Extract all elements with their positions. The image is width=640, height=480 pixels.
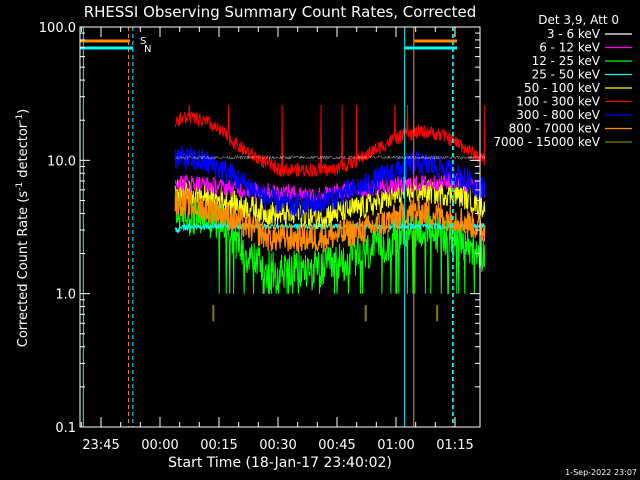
x-tick-label-5: 01:00 <box>377 438 414 453</box>
y-axis-label-mid: detector <box>16 122 31 182</box>
legend-title: Det 3,9, Att 0 <box>538 13 619 27</box>
axes: 0.1 1.0 10.0 100.0 23:45 00:00 00:15 00:30 00:45… <box>39 21 480 453</box>
y-axis-label-end: ) <box>16 109 31 114</box>
legend-label-3: 25 - 50 keV <box>532 68 601 82</box>
chart-title: RHESSI Observing Summary Count Rates, Co… <box>84 3 477 21</box>
y-axis-label-main: Corrected Count Rate (s <box>16 191 31 348</box>
series-7000-15000-kev <box>212 305 439 322</box>
flag-s-label: S <box>140 36 146 47</box>
series-300-800-kev-line <box>174 145 486 219</box>
footer-date: 1-Sep-2022 23:07 <box>565 468 637 477</box>
plot-frame <box>79 26 481 428</box>
legend-label-0: 3 - 6 keV <box>547 27 601 41</box>
x-tick-label-4: 00:45 <box>318 438 355 453</box>
legend-label-1: 6 - 12 keV <box>539 41 601 55</box>
x-tick-label-1: 00:00 <box>141 438 178 453</box>
series-300-800-kev <box>174 145 486 219</box>
series-800-7000-kev <box>174 189 486 253</box>
plot-content: SN <box>80 27 486 427</box>
x-tick-label-2: 00:15 <box>200 438 237 453</box>
series-12-25-kev-line <box>174 195 486 295</box>
series-3-6-kev <box>175 155 485 160</box>
y-tick-label-1: 1.0 <box>55 288 76 303</box>
x-tick-label-3: 00:30 <box>259 438 296 453</box>
legend-label-8: 7000 - 15000 keV <box>493 135 600 149</box>
legend-label-4: 50 - 100 keV <box>524 81 601 95</box>
series-3-6-kev-line <box>175 155 485 160</box>
y-axis-label: Corrected Count Rate (s-1 detector-1) <box>15 109 31 347</box>
y-tick-label-0: 0.1 <box>55 421 76 436</box>
x-axis-label: Start Time (18-Jan-17 23:40:02) <box>168 455 392 471</box>
legend-label-5: 100 - 300 keV <box>516 95 600 109</box>
y-axis-label-sup1: -1 <box>15 182 25 191</box>
flag-n-label: N <box>144 44 151 55</box>
series-100-300-kev <box>174 104 486 178</box>
y-tick-label-3: 100.0 <box>39 21 76 36</box>
x-tick-label-0: 23:45 <box>82 438 119 453</box>
x-tick-label-6: 01:15 <box>436 438 473 453</box>
legend-label-2: 12 - 25 keV <box>532 54 601 68</box>
series-100-300-kev-line <box>174 104 486 178</box>
series-12-25-kev <box>174 195 486 295</box>
y-axis-label-sup2: -1 <box>15 114 25 123</box>
y-tick-label-2: 10.0 <box>47 154 76 169</box>
legend-label-6: 300 - 800 keV <box>516 108 600 122</box>
series-800-7000-kev-line <box>174 189 486 253</box>
series-6-12-kev <box>174 173 486 204</box>
legend-label-7: 800 - 7000 keV <box>509 122 601 136</box>
series-6-12-kev-line <box>174 173 486 204</box>
